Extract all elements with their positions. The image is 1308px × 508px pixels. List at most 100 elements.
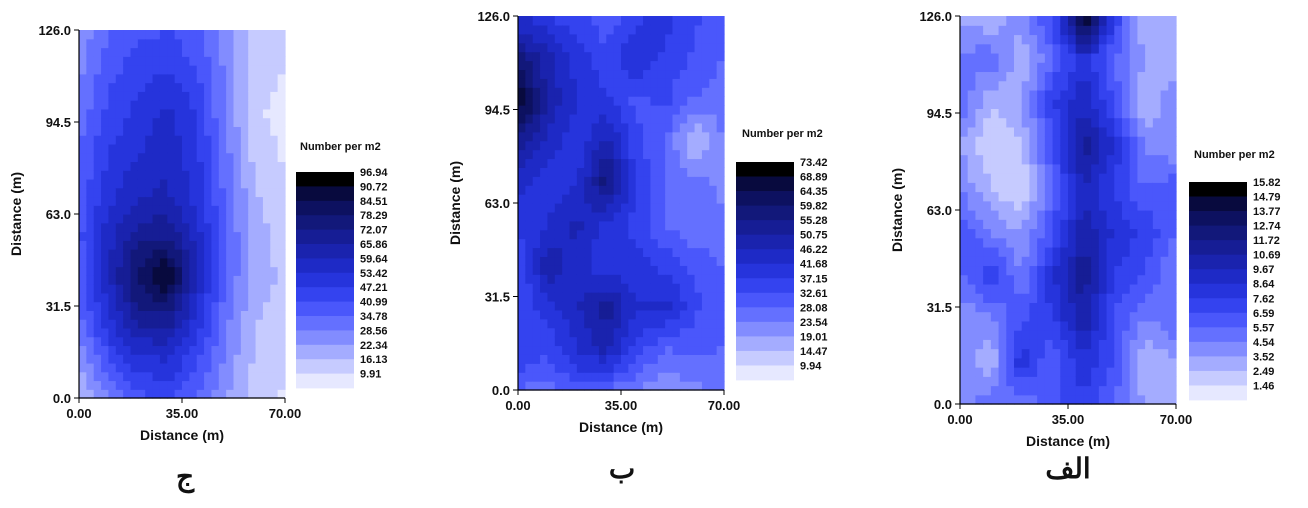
contour-cell — [1129, 71, 1139, 82]
contour-cell — [182, 310, 190, 320]
contour-cell — [152, 91, 161, 101]
contour-cell — [679, 33, 688, 44]
y-tick-label: 126.0 — [38, 23, 71, 38]
contour-cell — [1106, 302, 1115, 313]
contour-cell — [1006, 293, 1015, 303]
contour-cell — [584, 194, 593, 204]
contour-cell — [679, 140, 688, 151]
contour-cell — [270, 170, 279, 180]
contour-cell — [591, 60, 600, 71]
contour-cell — [1029, 16, 1038, 26]
contour-cell — [650, 87, 659, 97]
contour-cell — [196, 205, 205, 215]
contour-cell — [1052, 191, 1061, 202]
contour-cell — [1122, 376, 1131, 387]
contour-cell — [240, 38, 249, 49]
contour-cell — [694, 122, 703, 133]
contour-cell — [975, 385, 984, 396]
contour-cell — [1160, 228, 1169, 239]
contour-cell — [657, 185, 666, 195]
contour-cell — [1075, 52, 1085, 63]
contour-cell — [672, 283, 681, 293]
contour-cell — [1052, 16, 1061, 26]
contour-cell — [1122, 117, 1131, 128]
contour-cell — [975, 283, 984, 294]
contour-cell — [159, 327, 168, 338]
contour-cell — [108, 345, 117, 355]
contour-cell — [1145, 99, 1154, 109]
contour-cell — [1168, 25, 1177, 36]
contour-cell — [1044, 43, 1054, 54]
contour-cell — [182, 389, 190, 399]
contour-cell — [657, 33, 666, 44]
legend-swatch — [736, 365, 794, 381]
contour-cell — [79, 205, 87, 215]
contour-cell — [679, 256, 688, 266]
contour-cell — [145, 187, 154, 198]
contour-cell — [167, 82, 176, 92]
contour-cell — [93, 301, 102, 311]
contour-cell — [975, 136, 984, 146]
contour-cell — [532, 265, 541, 275]
contour-cell — [86, 91, 95, 101]
contour-cell — [1091, 302, 1100, 313]
legend-label: 32.61 — [800, 288, 828, 300]
contour-cell — [233, 266, 242, 276]
contour-cell — [975, 256, 984, 267]
contour-cell — [1044, 191, 1054, 202]
contour-cell — [1122, 357, 1131, 368]
contour-cell — [1060, 274, 1069, 285]
contour-cell — [532, 140, 541, 151]
contour-cell — [1137, 34, 1146, 45]
contour-cell — [613, 185, 622, 195]
contour-cell — [1068, 62, 1077, 73]
legend-label: 28.08 — [800, 302, 828, 314]
contour-cell — [277, 56, 286, 66]
contour-cell — [983, 385, 992, 396]
contour-cell — [960, 200, 969, 211]
contour-cell — [211, 284, 220, 294]
contour-cell — [562, 274, 571, 284]
contour-cell — [1037, 43, 1046, 54]
contour-cell — [240, 47, 249, 57]
contour-cell — [1083, 265, 1092, 276]
contour-cell — [1075, 246, 1085, 257]
contour-cell — [576, 327, 585, 338]
contour-cell — [643, 327, 652, 338]
contour-cell — [975, 357, 984, 368]
contour-cell — [967, 256, 977, 267]
contour-cell — [1029, 89, 1038, 100]
contour-cell — [983, 330, 992, 340]
contour-cell — [262, 301, 271, 311]
contour-cell — [694, 113, 703, 124]
contour-cell — [576, 363, 585, 373]
contour-cell — [975, 210, 984, 220]
contour-cell — [255, 82, 264, 92]
contour-cell — [990, 348, 1000, 359]
contour-cell — [716, 158, 725, 168]
contour-cell — [101, 380, 110, 390]
contour-cell — [628, 247, 637, 258]
contour-cell — [975, 145, 984, 156]
contour-cell — [152, 82, 161, 92]
contour-cell — [1052, 52, 1061, 63]
contour-cell — [248, 301, 257, 311]
contour-cell — [598, 167, 607, 177]
contour-cell — [248, 389, 257, 399]
contour-cell — [540, 158, 549, 168]
contour-cell — [998, 25, 1007, 36]
contour-cell — [1014, 339, 1023, 350]
contour-cell — [277, 231, 286, 241]
contour-cell — [1006, 265, 1015, 276]
contour-cell — [1098, 394, 1108, 405]
contour-cell — [621, 274, 629, 284]
contour-cell — [672, 113, 681, 124]
contour-cell — [562, 381, 571, 391]
contour-cell — [990, 108, 1000, 119]
contour-cell — [694, 318, 703, 329]
contour-cell — [218, 222, 227, 233]
contour-cell — [277, 205, 286, 215]
contour-cell — [967, 71, 977, 82]
contour-cell — [218, 354, 227, 364]
contour-cell — [606, 149, 615, 160]
